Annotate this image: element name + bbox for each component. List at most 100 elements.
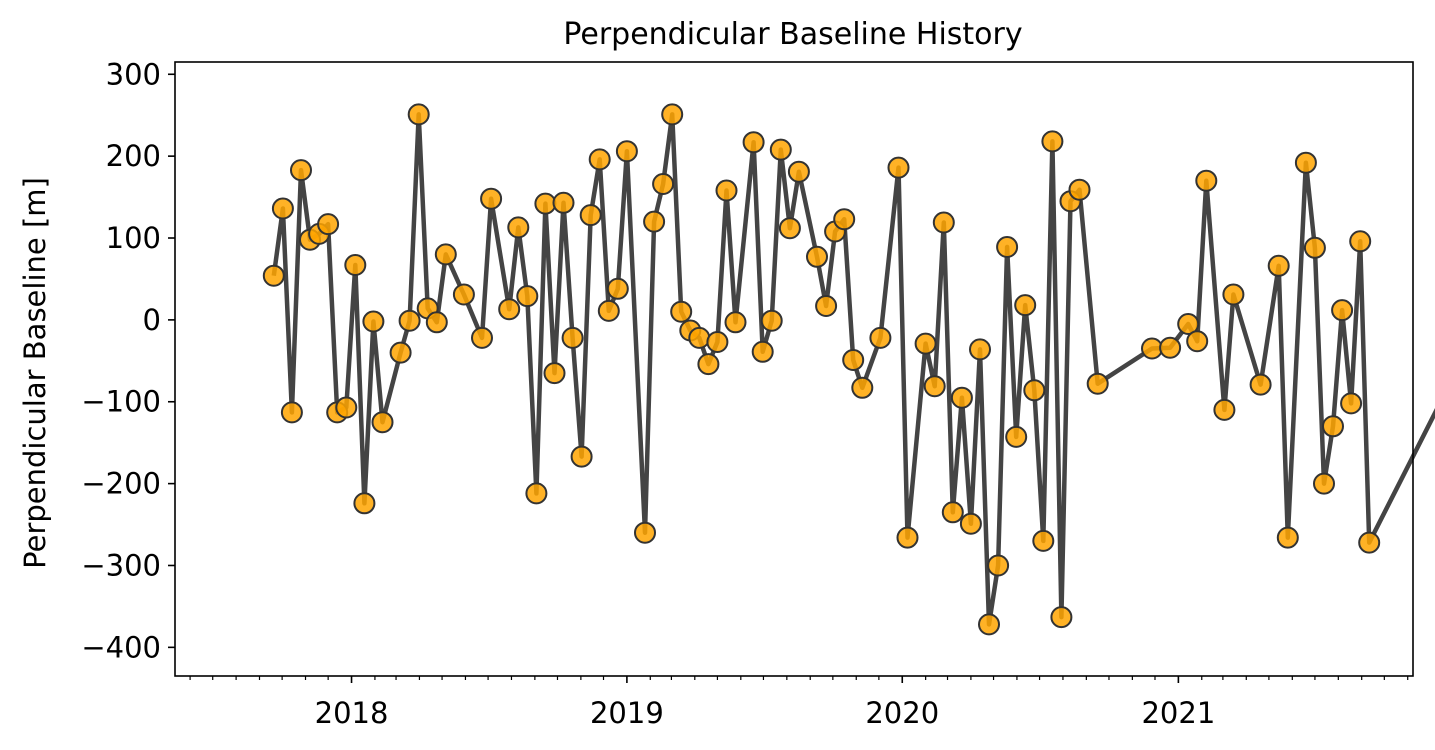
y-tick-label: 100 <box>106 221 161 255</box>
data-point <box>815 295 838 317</box>
y-tick-label: 300 <box>106 57 161 91</box>
x-tick-label: 2021 <box>1141 696 1215 730</box>
data-point <box>688 326 711 349</box>
data-point <box>932 211 955 234</box>
data-point <box>262 264 285 287</box>
data-point <box>1267 254 1290 277</box>
data-point <box>842 349 865 371</box>
data-point <box>507 216 530 239</box>
data-point <box>1358 531 1381 554</box>
data-point <box>389 341 412 364</box>
data-point <box>290 159 312 182</box>
data-point <box>652 173 675 195</box>
y-tick-label: 0 <box>143 303 161 337</box>
data-point <box>697 353 720 376</box>
data-point <box>353 492 376 515</box>
x-tick-label: 2018 <box>315 696 389 730</box>
data-point <box>996 236 1019 258</box>
data-point <box>615 140 638 163</box>
data-point <box>833 208 856 231</box>
data-point <box>941 501 964 524</box>
plot-frame <box>174 61 1414 677</box>
data-point <box>760 309 783 332</box>
data-point <box>452 283 475 306</box>
data-point <box>498 298 521 321</box>
data-point <box>634 521 656 544</box>
data-point <box>1249 373 1272 396</box>
data-point <box>787 160 810 183</box>
y-axis: 300 200 100 0 −100 −200 −300 −400 <box>81 57 175 664</box>
data-point <box>914 332 937 355</box>
data-point <box>561 326 584 349</box>
data-point <box>371 411 394 434</box>
data-point <box>959 512 982 535</box>
data-point <box>480 187 503 210</box>
data-point <box>606 277 629 300</box>
y-tick-label: −200 <box>81 467 161 501</box>
y-tick-label: −100 <box>81 385 161 419</box>
data-point <box>1005 425 1028 448</box>
data-point <box>987 554 1010 577</box>
data-point <box>280 401 303 424</box>
data-point <box>1213 398 1236 421</box>
data-point <box>362 310 385 333</box>
data-point <box>1050 606 1073 629</box>
data-point <box>1313 472 1335 495</box>
data-point <box>751 340 774 363</box>
data-point <box>978 613 1000 636</box>
y-tick-label: 200 <box>106 139 161 173</box>
data-point <box>344 254 367 276</box>
data-point <box>778 217 801 240</box>
data-point <box>425 311 448 334</box>
data-point <box>579 204 602 227</box>
data-point <box>1222 283 1245 306</box>
data-point <box>896 526 919 549</box>
data-point <box>661 103 684 126</box>
data-point <box>1303 236 1326 259</box>
chart-title: Perpendicular Baseline History <box>563 17 1022 52</box>
data-point <box>715 179 738 202</box>
x-axis: 2018 2019 2020 2021 <box>189 676 1409 730</box>
data-point <box>969 338 991 361</box>
y-tick-label: −300 <box>81 548 161 582</box>
data-point <box>543 362 566 385</box>
data-point <box>588 148 611 171</box>
data-point <box>317 213 340 236</box>
data-point <box>724 311 747 334</box>
data-point <box>1141 337 1163 360</box>
data-point <box>887 156 910 179</box>
data-point <box>706 331 729 353</box>
data-point <box>335 396 358 419</box>
data-point <box>1294 151 1317 174</box>
data-point <box>525 482 548 505</box>
data-point <box>570 445 593 468</box>
data-point <box>806 245 828 268</box>
data-point <box>950 386 973 409</box>
data-point <box>1340 392 1363 415</box>
data-point <box>1159 336 1182 359</box>
data-point <box>670 300 693 323</box>
data-point <box>1023 379 1046 402</box>
y-tick-label: −400 <box>81 630 161 664</box>
data-point <box>851 376 874 399</box>
data-point <box>271 197 294 220</box>
data-point <box>1276 526 1299 549</box>
baseline-series <box>262 103 1435 636</box>
data-point <box>434 243 457 266</box>
data-point <box>1041 130 1064 153</box>
x-tick-label: 2019 <box>590 696 664 730</box>
data-point <box>742 131 765 154</box>
data-point <box>1195 169 1218 192</box>
data-point <box>1186 330 1209 353</box>
data-point <box>516 285 539 308</box>
data-point <box>1086 372 1109 395</box>
x-tick-label: 2020 <box>865 696 939 730</box>
y-axis-label: Perpendicular Baseline [m] <box>18 177 52 569</box>
data-point <box>407 103 430 126</box>
data-point <box>1349 230 1372 253</box>
data-point <box>471 326 493 349</box>
data-point <box>534 192 557 215</box>
data-point <box>643 210 666 233</box>
data-point <box>1322 415 1344 438</box>
